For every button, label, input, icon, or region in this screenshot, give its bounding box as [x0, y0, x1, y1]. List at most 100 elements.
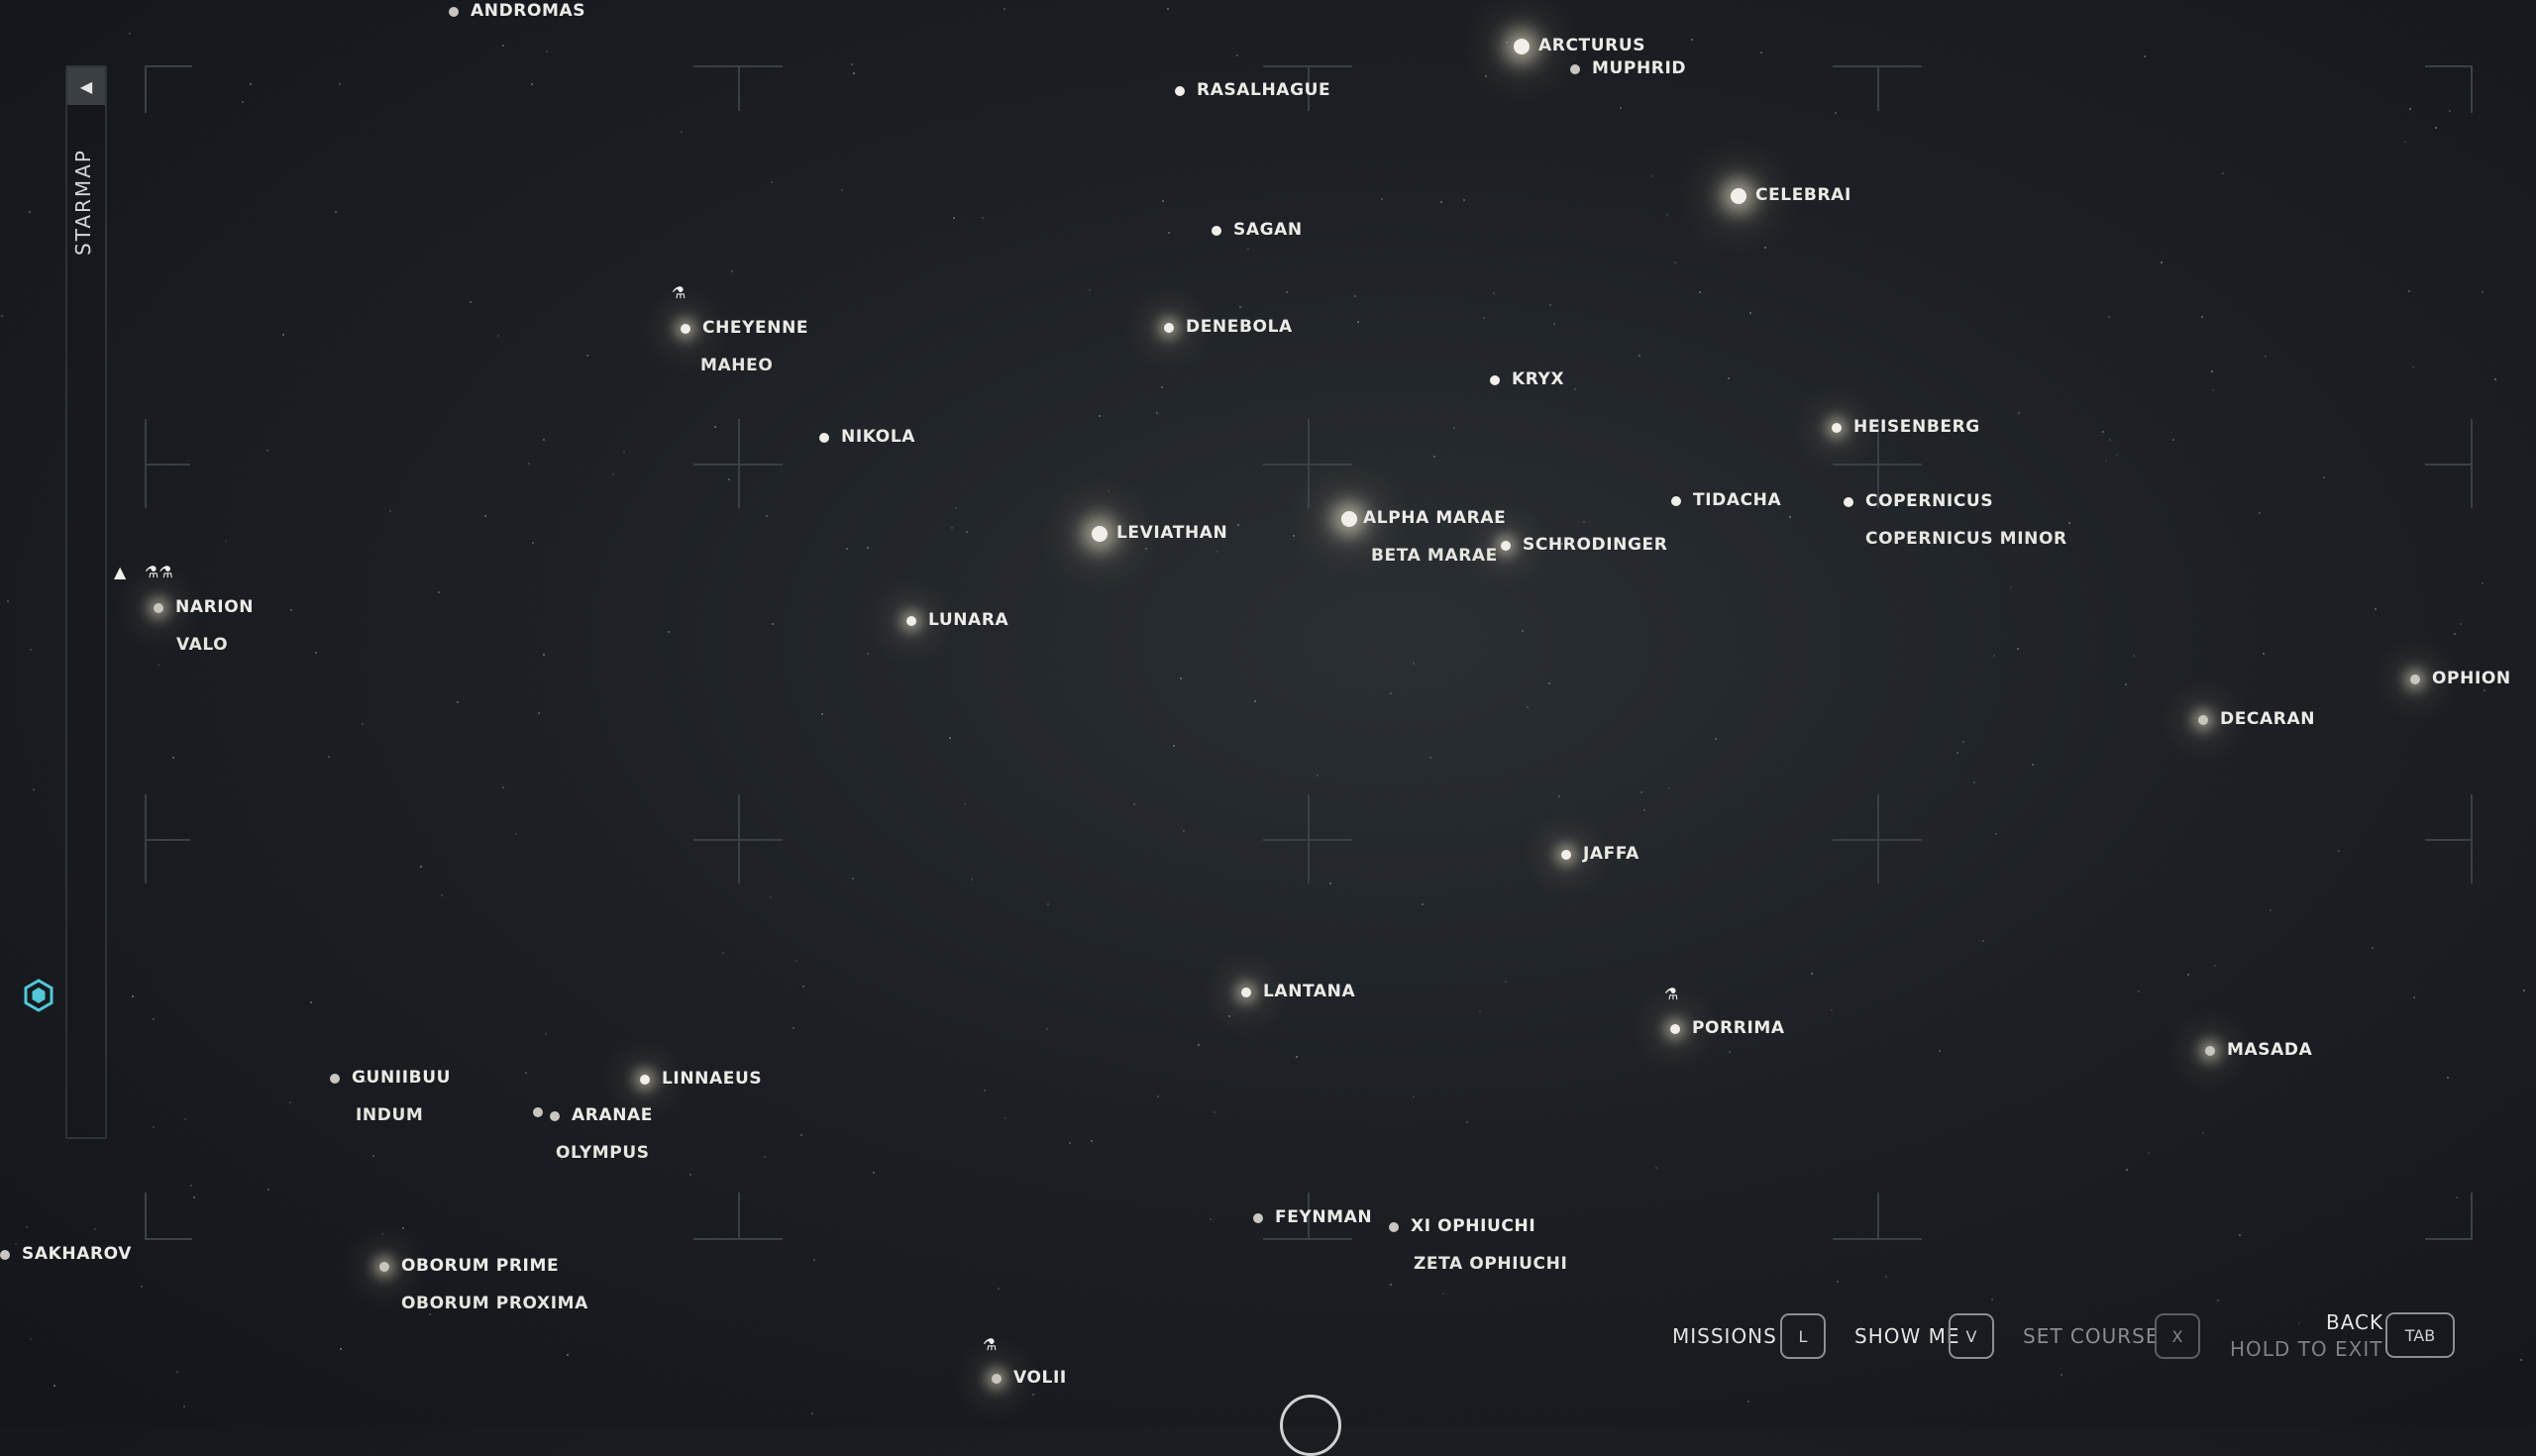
background-star	[2372, 947, 2374, 949]
background-star	[543, 654, 545, 656]
background-star	[1835, 112, 1837, 114]
background-star	[1329, 883, 1331, 884]
background-star	[484, 515, 486, 517]
background-star	[1699, 291, 1701, 293]
background-star	[1236, 54, 1238, 56]
background-star	[129, 33, 131, 35]
background-star	[2060, 1374, 2062, 1376]
background-star	[1620, 107, 1622, 109]
background-star	[1583, 521, 1585, 523]
background-star	[2010, 586, 2012, 588]
background-star	[1390, 692, 1392, 694]
background-star	[497, 335, 499, 337]
background-star	[1, 315, 3, 317]
background-star	[2018, 412, 2020, 414]
background-star	[429, 1313, 431, 1315]
background-star	[502, 786, 504, 788]
background-star	[612, 473, 614, 475]
background-star	[668, 631, 670, 633]
background-star	[1747, 1401, 1749, 1403]
show-me-button[interactable]: V	[1949, 1313, 1994, 1359]
background-star	[953, 217, 955, 219]
background-star	[2483, 689, 2485, 691]
background-star	[766, 515, 768, 517]
outpost-icon: ⚗	[672, 283, 687, 302]
background-star	[15, 1243, 17, 1245]
sidebar-collapse-button[interactable]: ◀	[67, 67, 105, 105]
hold-to-exit-label: HOLD TO EXIT	[2230, 1337, 2383, 1361]
planet-label: MAHEO	[700, 356, 774, 375]
starmap-sidebar: ◀ STARMAP	[65, 65, 107, 1139]
background-star	[1433, 456, 1435, 458]
background-star	[1908, 425, 1910, 427]
background-star	[867, 653, 869, 655]
background-star	[966, 531, 968, 533]
background-star	[1973, 781, 1975, 783]
background-star	[183, 1405, 185, 1407]
planet-label: BETA MARAE	[1371, 546, 1498, 566]
missions-button[interactable]: L	[1780, 1313, 1826, 1359]
background-star	[531, 83, 533, 85]
background-star	[315, 652, 317, 654]
background-star	[1729, 1051, 1731, 1053]
player-location-icon[interactable]	[22, 979, 55, 1012]
background-star	[225, 540, 227, 542]
background-star	[2482, 582, 2483, 584]
background-star	[1505, 981, 1507, 983]
background-star	[389, 510, 391, 512]
background-star	[543, 439, 545, 441]
background-star	[2212, 389, 2214, 391]
background-star	[2172, 439, 2174, 441]
background-star	[2412, 366, 2414, 368]
background-star	[1046, 1028, 1048, 1030]
background-star	[2270, 909, 2272, 911]
background-star	[586, 355, 588, 357]
background-star	[955, 507, 957, 509]
background-star	[868, 436, 870, 438]
background-star	[2068, 522, 2070, 524]
background-star	[176, 1371, 178, 1373]
background-star	[441, 894, 443, 896]
background-star	[770, 896, 772, 898]
background-star	[310, 1001, 312, 1003]
background-star	[1493, 292, 1495, 294]
background-star	[2338, 850, 2340, 852]
back-button[interactable]: TAB	[2385, 1312, 2455, 1358]
set-course-button[interactable]: X	[2155, 1313, 2200, 1359]
background-star	[731, 270, 733, 272]
background-star	[335, 211, 337, 213]
background-star	[1440, 201, 1442, 203]
background-star	[2413, 996, 2415, 998]
grid-corner	[2425, 65, 2473, 113]
background-star	[2214, 965, 2216, 967]
background-star	[1643, 809, 1645, 811]
background-star	[172, 757, 174, 759]
background-star	[132, 995, 134, 997]
background-star	[1527, 706, 1529, 708]
background-star	[689, 1174, 691, 1176]
background-star	[1567, 537, 1569, 539]
background-starfield	[1, 8, 2525, 1414]
background-star	[1004, 8, 1005, 10]
background-star	[1674, 261, 1676, 263]
background-star	[1956, 752, 1958, 754]
background-star	[438, 591, 440, 593]
background-star	[1357, 321, 1359, 323]
background-star	[1237, 524, 1239, 526]
background-star	[26, 1226, 28, 1228]
background-star	[1108, 490, 1110, 492]
background-star	[1466, 1121, 1468, 1123]
background-star	[2454, 633, 2456, 635]
background-star	[457, 701, 459, 703]
background-star	[1442, 1293, 1444, 1295]
background-star	[1764, 247, 1766, 249]
background-star	[2017, 648, 2019, 650]
background-star	[538, 712, 540, 714]
background-star	[1638, 355, 1640, 357]
background-star	[339, 83, 341, 85]
background-star	[502, 45, 504, 47]
background-star	[1183, 830, 1185, 832]
grid-corner	[145, 1193, 192, 1240]
background-star	[1180, 677, 1182, 679]
background-star	[158, 664, 159, 666]
